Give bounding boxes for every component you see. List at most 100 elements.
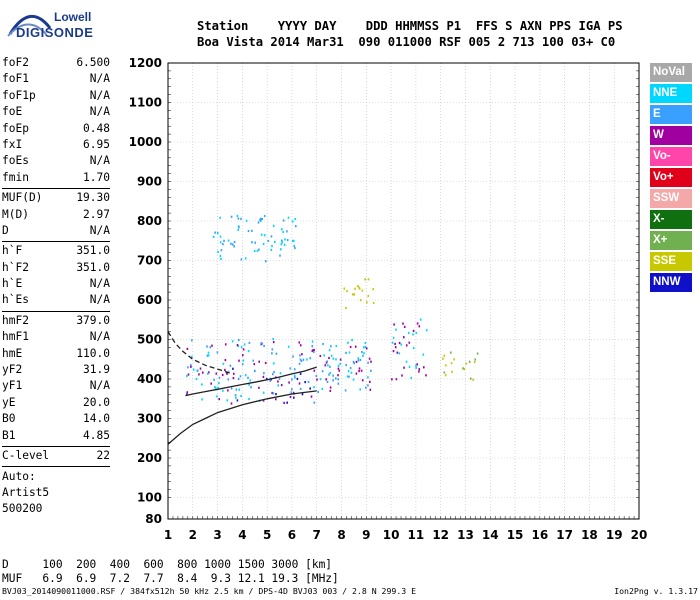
echo-point [450, 362, 453, 365]
echo-point [206, 354, 209, 357]
echo-point [272, 373, 274, 376]
echo-point [319, 354, 322, 358]
echo-point [391, 341, 394, 344]
echo-point [190, 364, 192, 367]
echo-point [283, 243, 286, 246]
plot-frame [167, 62, 640, 520]
echo-point [346, 290, 348, 293]
header-line1: Station YYYY DAY DDD HHMMSS P1 FFS S AXN… [197, 19, 623, 33]
version-label: Ion2Png v. 1.3.17 [614, 586, 698, 596]
echo-point [187, 373, 190, 376]
echo-point [234, 394, 237, 397]
echo-point [324, 364, 327, 367]
echo-point [248, 383, 250, 386]
param-row: h`F2 351.0 [2, 261, 110, 277]
param-name: yE [2, 395, 16, 409]
echo-point [416, 363, 418, 366]
echo-point [207, 354, 210, 357]
echo-point [275, 352, 278, 355]
echo-point [260, 233, 263, 236]
echo-point [282, 219, 285, 222]
echo-point [367, 294, 369, 298]
echo-point [422, 353, 425, 356]
echo-point [280, 248, 282, 251]
echo-point [265, 260, 267, 263]
param-value: N/A [89, 293, 110, 307]
file-info: BVJ03_2014090011000.RSF / 384fx512h 50 k… [2, 586, 417, 596]
echo-point [315, 374, 318, 377]
echo-point [274, 240, 276, 243]
echo-point [322, 342, 324, 346]
echo-point [287, 345, 290, 348]
muf-value-row: MUF 6.9 6.9 7.2 7.7 8.4 9.3 12.1 19.3 [M… [2, 572, 339, 585]
param-value: N/A [89, 379, 110, 393]
echo-point [361, 379, 364, 382]
echo-point [332, 374, 334, 377]
echo-point [405, 344, 408, 347]
echo-point [418, 368, 421, 371]
echo-point [272, 341, 275, 344]
param-name: h`E [2, 277, 23, 291]
param-value: 351.0 [76, 260, 110, 274]
echo-point [295, 225, 297, 228]
echo-point [329, 389, 332, 392]
trace-line [185, 366, 317, 397]
echo-point [218, 376, 221, 379]
echo-point [235, 396, 237, 399]
echo-point [328, 349, 331, 352]
echo-point [242, 354, 244, 357]
echo-point [240, 346, 243, 349]
echo-point [346, 375, 349, 378]
echo-point [238, 226, 240, 229]
echo-point [271, 245, 273, 248]
echo-point [256, 249, 259, 252]
echo-scatter [186, 214, 479, 405]
echo-point [364, 346, 367, 349]
echo-point [263, 344, 265, 348]
echo-point [191, 355, 193, 358]
echo-point [263, 214, 266, 218]
echo-point [299, 372, 302, 375]
y-tick-label: 500 [137, 333, 162, 347]
echo-point [349, 367, 352, 370]
station-header: Station YYYY DAY DDD HHMMSS P1 FFS S AXN… [197, 18, 623, 50]
echo-point [227, 239, 230, 242]
param-name: M(D) [2, 207, 29, 221]
echo-point [206, 345, 208, 348]
echo-point [215, 372, 218, 375]
echo-point [337, 374, 339, 377]
echo-point [364, 278, 366, 281]
echo-point [335, 358, 337, 361]
echo-point [278, 377, 281, 380]
echo-point [372, 288, 374, 291]
param-row: foE N/A [2, 105, 110, 121]
echo-point [403, 366, 405, 369]
echo-point [312, 350, 315, 353]
echo-point [425, 374, 427, 377]
echo-point [442, 357, 444, 360]
echo-point [363, 346, 365, 349]
echo-point [301, 393, 304, 396]
echo-point [396, 351, 399, 354]
echo-point [392, 336, 395, 339]
param-name: hmE [2, 346, 23, 360]
echo-point [260, 342, 263, 345]
echo-point [201, 383, 203, 386]
param-value: 379.0 [76, 313, 110, 327]
echo-point [408, 341, 411, 344]
echo-point [359, 388, 361, 391]
echo-point [224, 343, 227, 346]
echo-point [394, 342, 396, 345]
echo-point [186, 347, 189, 350]
echo-point [316, 378, 318, 381]
x-tick-label: 4 [238, 528, 246, 542]
echo-point [402, 322, 404, 325]
echo-point [410, 377, 412, 380]
muf-distance-row: D 100 200 400 600 800 1000 1500 3000 [km… [2, 558, 333, 571]
param-row: yF2 31.9 [2, 363, 110, 379]
echo-point [275, 393, 277, 396]
x-tick-label: 12 [432, 528, 449, 542]
param-row: h`Es N/A [2, 293, 110, 309]
auto-line3: 500200 [2, 502, 43, 516]
echo-point [403, 325, 406, 328]
